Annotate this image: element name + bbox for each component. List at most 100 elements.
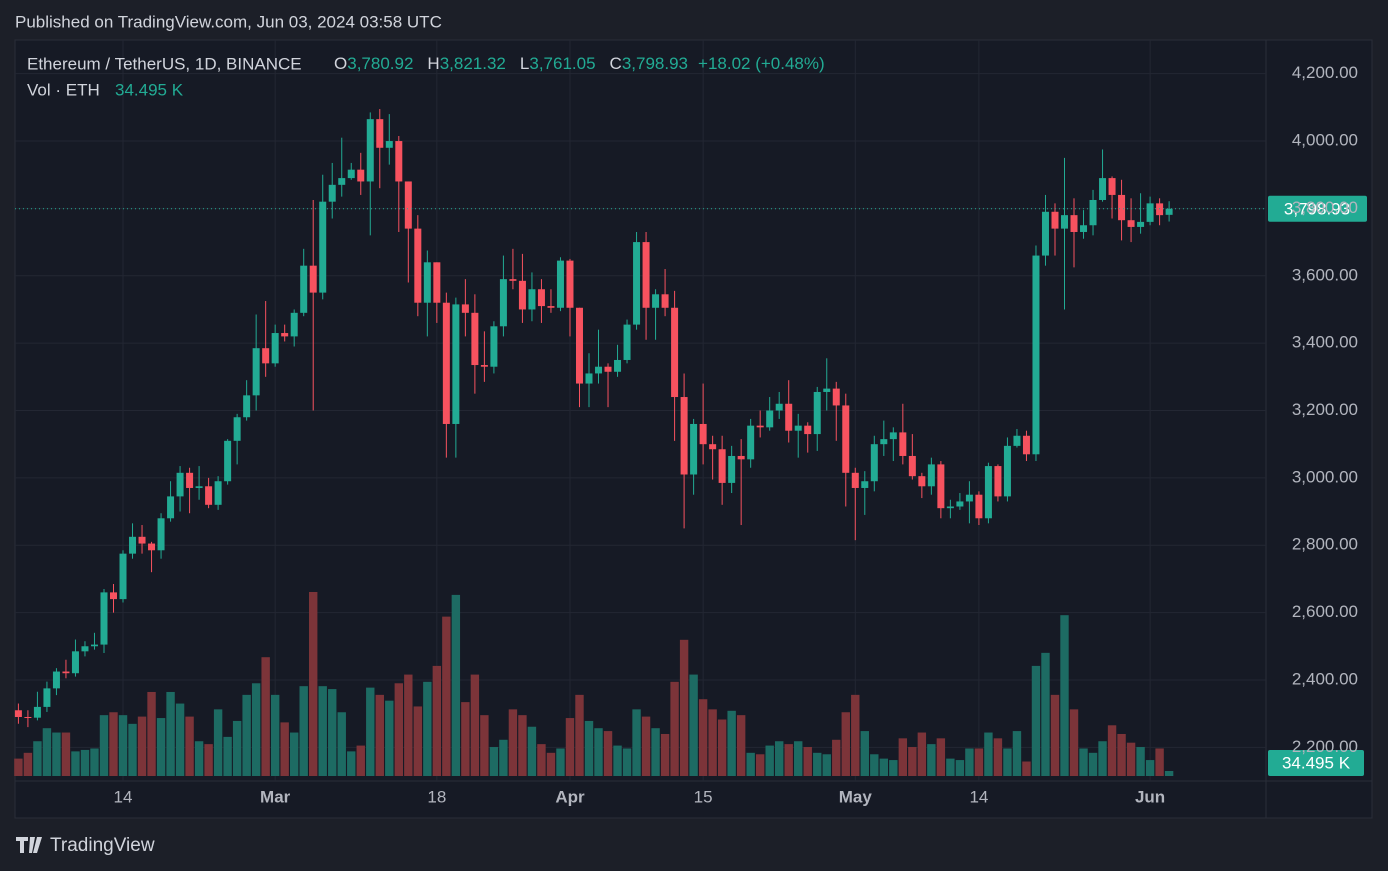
volume-bar [213, 709, 223, 776]
candle-body [623, 324, 631, 360]
volume-bar [594, 728, 603, 776]
volume-bar [309, 592, 318, 776]
candle-body [110, 592, 117, 600]
volume-bar [736, 715, 746, 776]
volume-bar [461, 702, 470, 776]
volume-bar [898, 738, 908, 776]
candle-body [1118, 194, 1126, 221]
volume-bar [746, 752, 755, 776]
candle-body [376, 119, 384, 148]
candle-body [24, 717, 32, 719]
ohlc-value: 3,780.92 [347, 54, 413, 73]
ohlc-key: H [427, 54, 439, 73]
volume-bar [109, 712, 118, 776]
volume-bar [61, 732, 71, 776]
volume-bar [508, 709, 518, 776]
candle-body [908, 455, 916, 477]
volume-bar [841, 712, 850, 776]
price-badge [1268, 195, 1367, 222]
volume-bar [527, 726, 537, 776]
published-note: Published on TradingView.com, Jun 03, 20… [15, 12, 442, 31]
x-tick-label: 18 [427, 787, 446, 806]
volume-bar [632, 709, 641, 776]
volume-bar [984, 732, 993, 776]
x-tick-label: 15 [694, 787, 713, 806]
candle-body [1099, 178, 1107, 200]
volume-bar [128, 723, 137, 776]
volume-bar [879, 758, 889, 776]
candle-body [918, 476, 926, 487]
candle-body [528, 289, 536, 310]
candle-body [575, 307, 583, 384]
candle-body [167, 496, 175, 519]
candle-body [804, 425, 812, 435]
volume-bar [1069, 709, 1079, 776]
candle-body [157, 518, 165, 551]
volume-bar [242, 694, 251, 776]
x-tick-label: 14 [969, 787, 988, 806]
candle-body [1165, 208, 1173, 215]
candle-body [832, 388, 840, 406]
candle-body [671, 307, 679, 398]
volume-bar [622, 748, 632, 776]
volume-bar [917, 732, 927, 776]
y-tick-label: 4,000.00 [1292, 131, 1358, 150]
x-tick-label: Jun [1135, 787, 1165, 806]
candle-body [614, 359, 622, 372]
y-tick-label: 4,200.00 [1292, 63, 1358, 82]
volume-bar [1022, 761, 1031, 776]
candle-body [404, 181, 412, 229]
candle-body [319, 201, 327, 293]
volume-bar [803, 747, 812, 776]
y-tick-label: 2,400.00 [1292, 669, 1358, 688]
volume-bar [946, 758, 955, 776]
volume-bar [1003, 748, 1012, 776]
volume-bar [641, 716, 651, 776]
candle-body [366, 119, 374, 182]
volume-bar [974, 748, 984, 776]
candle-body [956, 501, 964, 507]
candle-body [718, 449, 726, 483]
candle-body [889, 432, 897, 440]
candle-body [937, 464, 945, 509]
volume-bar [480, 715, 489, 776]
candle-body [747, 425, 755, 460]
candle-body [43, 688, 51, 707]
volume-bar [270, 694, 280, 776]
volume-badge-label: 34.495 K [1282, 753, 1351, 772]
volume-bar [232, 720, 242, 776]
volume-bar [1031, 665, 1041, 776]
volume-bar [375, 694, 384, 776]
candle-body [214, 481, 222, 505]
candle-body [186, 472, 194, 488]
volume-bar [775, 741, 784, 776]
candle-body [661, 294, 669, 308]
candle-body [842, 405, 850, 473]
candle-body [195, 486, 203, 488]
candle-body [518, 280, 526, 310]
volume-bar [1041, 652, 1050, 776]
volume-bar [698, 699, 708, 776]
volume-bar [870, 754, 879, 776]
candle-body [604, 366, 612, 372]
volume-bar [33, 741, 42, 776]
volume-bar [14, 758, 23, 776]
volume-bar [584, 720, 594, 776]
candle-body [480, 365, 488, 367]
volume-bar [965, 748, 974, 776]
candle-body [461, 304, 469, 313]
volume-bar [794, 741, 803, 776]
candle-body [119, 553, 127, 600]
volume-bar [556, 748, 565, 776]
volume-bar [1155, 748, 1164, 776]
volume-bar [1164, 771, 1174, 776]
volume-bar [337, 712, 346, 776]
candle-body [129, 536, 137, 554]
volume-bar [1117, 733, 1126, 776]
volume-bar [71, 751, 80, 776]
volume-bar [565, 718, 575, 776]
volume-bar [489, 747, 499, 776]
volume-bar [432, 665, 442, 776]
candle-body [176, 472, 184, 497]
candle-body [566, 260, 574, 308]
